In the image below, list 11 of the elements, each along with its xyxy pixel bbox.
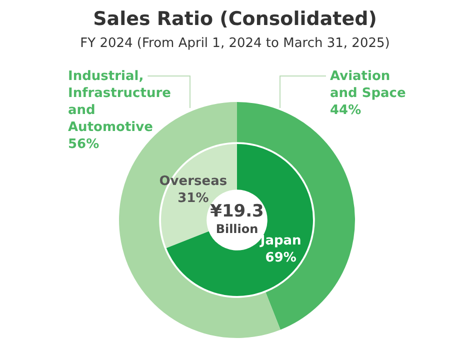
text: ¥19.3 Billion (210, 201, 264, 236)
data-label: 69% (265, 250, 296, 266)
data-label: 44% (330, 102, 362, 118)
slice-label: Industrial, Infrastructure and Automotive (68, 68, 172, 135)
slice-label: Overseas (159, 174, 228, 190)
slice-label: Aviation and Space (330, 68, 406, 101)
chart-subtitle: FY 2024 (From April 1, 2024 to March 31, 2025) (79, 36, 391, 51)
data-label: 31% (178, 191, 209, 206)
chart-title: Sales Ratio (Consolidated) (92, 8, 378, 30)
data-label: 56% (68, 136, 100, 152)
slice-label: Japan (259, 234, 302, 249)
